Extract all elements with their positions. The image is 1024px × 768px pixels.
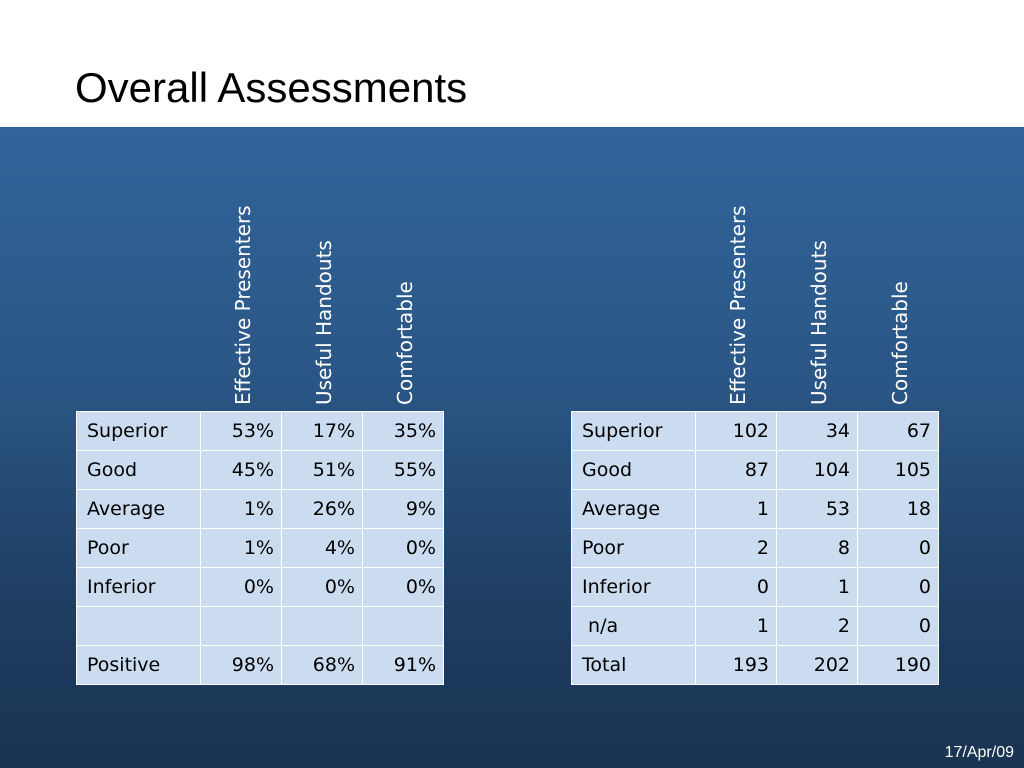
table-row: Inferior 0% 0% 0%: [76, 567, 444, 607]
cell-value: 0%: [281, 567, 363, 607]
cell-value: 1: [776, 567, 858, 607]
cell-value: [281, 606, 363, 646]
table-row: Inferior 0 1 0: [571, 567, 939, 607]
row-label: Inferior: [571, 567, 696, 607]
cell-value: 0: [857, 567, 939, 607]
cell-value: [200, 606, 282, 646]
cell-value: 68%: [281, 645, 363, 685]
column-header-label: Useful Handouts: [312, 240, 336, 405]
cell-value: 87: [695, 450, 777, 490]
row-label: Total: [571, 645, 696, 685]
cell-value: 105: [857, 450, 939, 490]
count-table-header-useful-handouts: Useful Handouts: [776, 127, 857, 405]
cell-value: 102: [695, 411, 777, 451]
table-row: Good 87 104 105: [571, 450, 939, 490]
row-label: Good: [76, 450, 201, 490]
count-table-header-comfortable: Comfortable: [857, 127, 938, 405]
column-header-label: Effective Presenters: [726, 205, 750, 405]
cell-value: 55%: [362, 450, 444, 490]
table-row: [76, 606, 444, 646]
column-header-label: Comfortable: [888, 281, 912, 405]
count-table: Superior 102 34 67 Good 87 104 105 Avera…: [571, 411, 939, 685]
cell-value: 1%: [200, 489, 282, 529]
cell-value: 26%: [281, 489, 363, 529]
cell-value: 190: [857, 645, 939, 685]
table-row: n/a 1 2 0: [571, 606, 939, 646]
cell-value: 4%: [281, 528, 363, 568]
row-label: n/a: [571, 606, 696, 646]
row-label: Superior: [571, 411, 696, 451]
table-row: Superior 102 34 67: [571, 411, 939, 451]
percent-table-header-comfortable: Comfortable: [362, 127, 443, 405]
table-row: Positive 98% 68% 91%: [76, 645, 444, 685]
cell-value: 98%: [200, 645, 282, 685]
row-label: [76, 606, 201, 646]
cell-value: 35%: [362, 411, 444, 451]
cell-value: 67: [857, 411, 939, 451]
slide-date: 17/Apr/09: [944, 744, 1014, 761]
cell-value: 53%: [200, 411, 282, 451]
cell-value: 0%: [362, 567, 444, 607]
cell-value: 1: [695, 489, 777, 529]
count-table-header-effective-presenters: Effective Presenters: [695, 127, 776, 405]
table-row: Poor 2 8 0: [571, 528, 939, 568]
percent-table-header-useful-handouts: Useful Handouts: [281, 127, 362, 405]
cell-value: 18: [857, 489, 939, 529]
cell-value: 2: [776, 606, 858, 646]
table-row: Good 45% 51% 55%: [76, 450, 444, 490]
cell-value: 202: [776, 645, 858, 685]
cell-value: 34: [776, 411, 858, 451]
table-row: Average 1 53 18: [571, 489, 939, 529]
cell-value: 0%: [200, 567, 282, 607]
slide-title: Overall Assessments: [75, 64, 468, 111]
cell-value: 0%: [362, 528, 444, 568]
cell-value: 0: [857, 606, 939, 646]
percent-table: Superior 53% 17% 35% Good 45% 51% 55% Av…: [76, 411, 444, 685]
cell-value: 193: [695, 645, 777, 685]
content-panel: Effective Presenters Useful Handouts Com…: [0, 127, 1024, 768]
row-label: Positive: [76, 645, 201, 685]
row-label: Poor: [76, 528, 201, 568]
cell-value: 0: [695, 567, 777, 607]
cell-value: 2: [695, 528, 777, 568]
cell-value: 17%: [281, 411, 363, 451]
row-label: Inferior: [76, 567, 201, 607]
table-row: Average 1% 26% 9%: [76, 489, 444, 529]
cell-value: 8: [776, 528, 858, 568]
column-header-label: Comfortable: [393, 281, 417, 405]
column-header-label: Useful Handouts: [807, 240, 831, 405]
cell-value: 9%: [362, 489, 444, 529]
cell-value: 45%: [200, 450, 282, 490]
percent-table-header-effective-presenters: Effective Presenters: [200, 127, 281, 405]
cell-value: 91%: [362, 645, 444, 685]
row-label: Average: [76, 489, 201, 529]
cell-value: 51%: [281, 450, 363, 490]
row-label: Good: [571, 450, 696, 490]
table-row: Superior 53% 17% 35%: [76, 411, 444, 451]
table-row: Total 193 202 190: [571, 645, 939, 685]
cell-value: 1: [695, 606, 777, 646]
row-label: Average: [571, 489, 696, 529]
row-label: Poor: [571, 528, 696, 568]
column-header-label: Effective Presenters: [231, 205, 255, 405]
cell-value: 53: [776, 489, 858, 529]
cell-value: 104: [776, 450, 858, 490]
cell-value: [362, 606, 444, 646]
cell-value: 0: [857, 528, 939, 568]
cell-value: 1%: [200, 528, 282, 568]
row-label: Superior: [76, 411, 201, 451]
table-row: Poor 1% 4% 0%: [76, 528, 444, 568]
